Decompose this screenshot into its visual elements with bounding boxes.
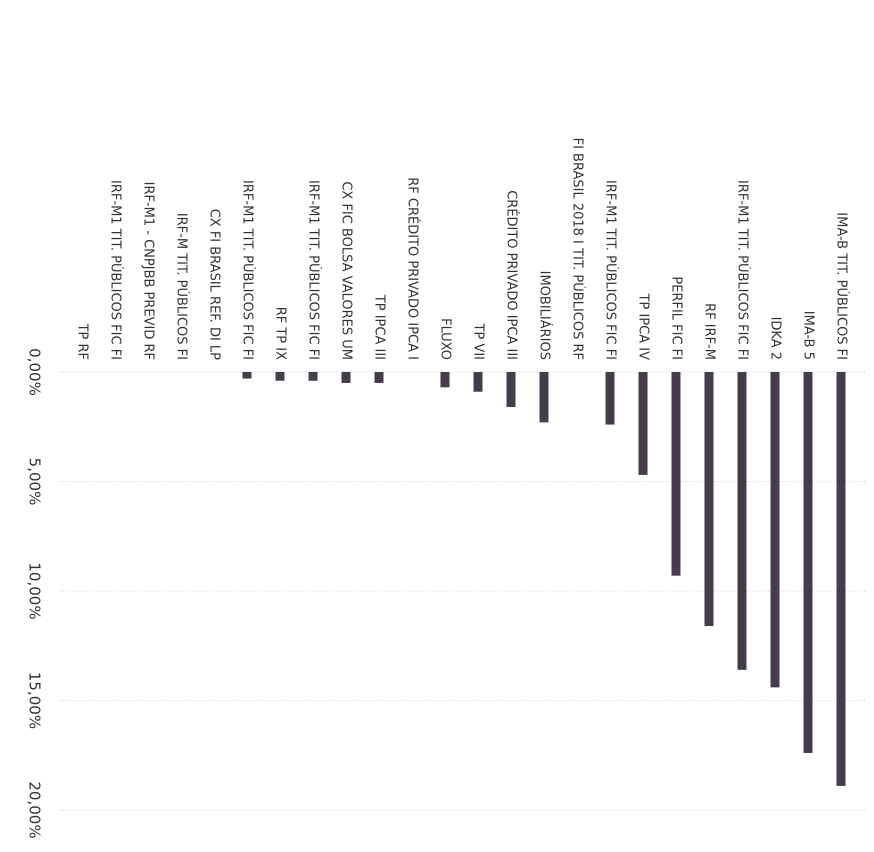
category-label: CX FI BRASIL REF. DI LP — [207, 209, 222, 360]
bar — [308, 372, 318, 381]
category-label: TP IPCA III — [372, 294, 387, 360]
category-label: TP RF — [75, 323, 90, 360]
bar — [341, 372, 351, 383]
bar — [638, 372, 648, 475]
category-label: CX FIC BOLSA VALORES UM — [339, 181, 354, 360]
category-label: IRF-M1 TIT. PÚBLICOS FIC FI — [306, 180, 322, 360]
bar — [770, 372, 780, 688]
category-label: IRF-M1 TIT. PÚBLICOS FIC FI — [735, 180, 751, 360]
value-tick-label: 15,00% — [26, 672, 44, 729]
bar — [473, 372, 483, 392]
category-label: FLUXO — [438, 318, 453, 360]
gridlines — [60, 371, 866, 811]
category-label: FI BRASIL 2018 I TIT. PÚBLICOS RF — [570, 138, 586, 360]
category-label: CRÉDITO PRIVADO IPCA III — [504, 190, 520, 360]
category-label: TP VII — [471, 323, 486, 360]
value-tick-label: 10,00% — [26, 562, 44, 619]
category-label: RF CRÉDITO PRIVADO IPCA I — [405, 177, 421, 360]
category-label: TP IPCA IV — [636, 293, 651, 361]
category-label: IDKA 2 — [768, 317, 783, 360]
category-label: RF TP IX — [273, 307, 288, 360]
category-label: RF IRF-M — [702, 303, 717, 360]
bar — [671, 372, 681, 576]
bar — [242, 372, 252, 379]
category-label: IRF-M1 TIT. PÚBLICOS FIC FI — [240, 180, 256, 360]
category-label: IRF-M1 TIT. PÚBLICOS FIC FI — [108, 180, 124, 360]
category-label: IRF-M1 - CNPJBB PREVID RF — [141, 182, 156, 360]
value-tick-label: 20,00% — [26, 781, 44, 838]
category-label: PERFIL FIC FI — [669, 276, 684, 360]
value-tick-label: 5,00% — [26, 458, 44, 506]
category-label: IMA-B 5 — [801, 311, 816, 360]
bar — [440, 372, 450, 388]
bar — [539, 372, 549, 423]
bar — [506, 372, 516, 408]
bar — [605, 372, 615, 425]
category-label: IRF-M1 TIT. PÚBLICOS FIC FI — [603, 180, 619, 360]
value-tick-labels: 0,00% 5,00% 10,00% 15,00% 20,00% — [26, 348, 44, 838]
category-label: IRF-M TIT. PÚBLICOS FI — [174, 213, 190, 360]
value-tick-label: 0,00% — [26, 348, 44, 396]
category-label: IMA-B TIT. PÚBLICOS FI — [834, 212, 850, 360]
bar — [836, 372, 846, 786]
bar — [275, 372, 285, 381]
bar — [374, 372, 384, 383]
bar — [737, 372, 747, 670]
bar — [803, 372, 813, 754]
category-label: IMOBILIÁRIOS — [537, 271, 553, 360]
category-labels: IMA-B TIT. PÚBLICOS FI IMA-B 5 IDKA 2 IRF-M… — [75, 138, 850, 361]
bar — [704, 372, 714, 627]
bars — [242, 372, 846, 786]
